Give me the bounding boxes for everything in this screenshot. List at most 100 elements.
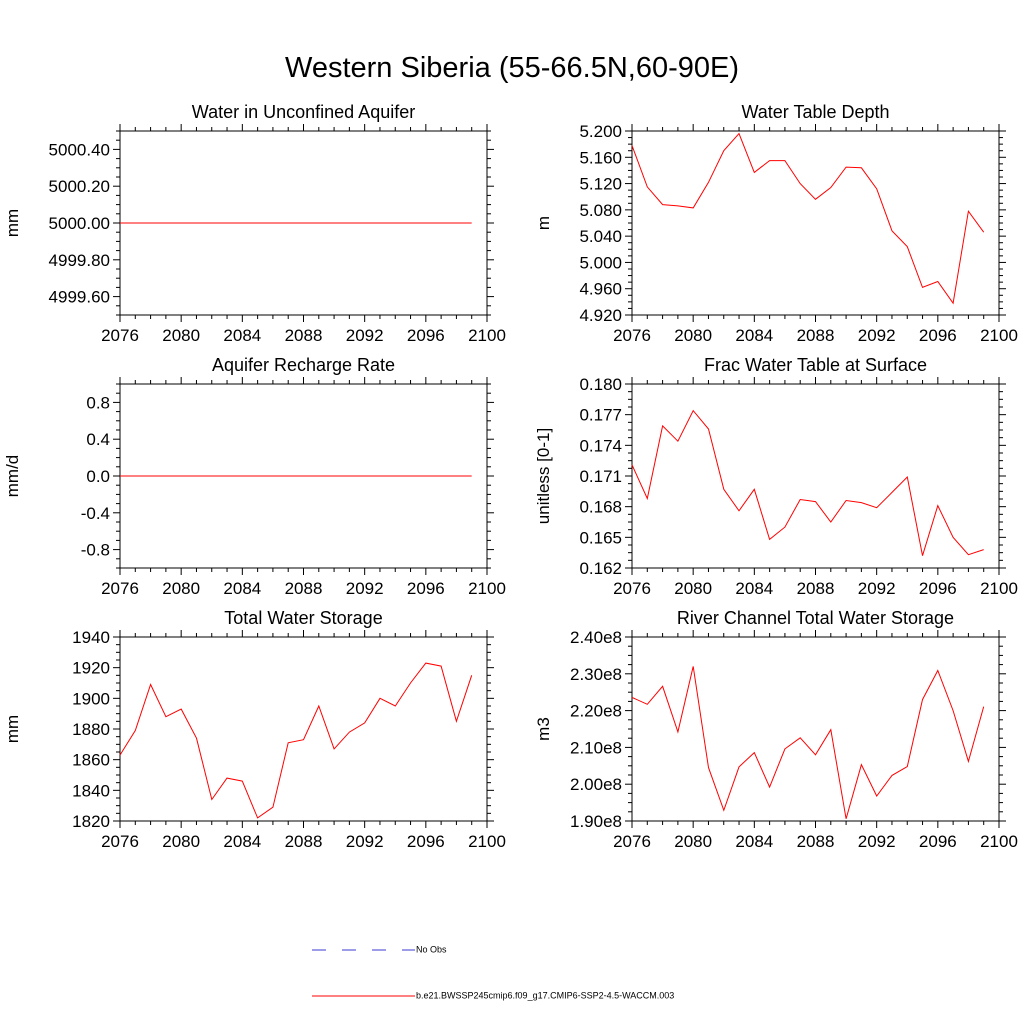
y-tick-label: 5.120 xyxy=(579,175,622,194)
x-tick-label: 2088 xyxy=(285,579,323,598)
y-tick-label: -0.8 xyxy=(81,541,110,560)
y-tick-label: 2.10e8 xyxy=(570,738,622,757)
y-tick-label: 4999.80 xyxy=(49,251,110,270)
x-tick-label: 2076 xyxy=(101,326,139,345)
y-tick-label: 0.165 xyxy=(579,528,622,547)
x-tick-label: 2100 xyxy=(468,579,506,598)
y-tick-label: 0.180 xyxy=(579,375,622,394)
x-tick-label: 2092 xyxy=(346,326,384,345)
x-tick-label: 2088 xyxy=(285,326,323,345)
y-tick-label: 0.162 xyxy=(579,559,622,578)
y-tick-label: 5.040 xyxy=(579,227,622,246)
panel-title: Frac Water Table at Surface xyxy=(704,355,927,375)
panel-title: River Channel Total Water Storage xyxy=(677,608,954,628)
y-tick-label: 0.171 xyxy=(579,467,622,486)
x-tick-label: 2080 xyxy=(162,579,200,598)
y-axis-label: mm xyxy=(3,209,22,237)
x-tick-label: 2080 xyxy=(674,579,712,598)
panel-title: Total Water Storage xyxy=(224,608,382,628)
x-tick-label: 2096 xyxy=(407,832,445,851)
legend-swatch-solid xyxy=(312,995,415,997)
y-tick-label: 1860 xyxy=(72,751,110,770)
y-tick-label: 1840 xyxy=(72,781,110,800)
figure-title: Western Siberia (55-66.5N,60-90E) xyxy=(284,52,740,84)
y-tick-label: 1920 xyxy=(72,659,110,678)
x-tick-label: 2076 xyxy=(101,832,139,851)
panel-title: Water Table Depth xyxy=(741,102,889,122)
x-tick-label: 2100 xyxy=(980,579,1018,598)
series-line xyxy=(631,132,985,305)
x-tick-label: 2088 xyxy=(797,326,835,345)
y-axis-label: mm xyxy=(3,715,22,743)
y-tick-label: 4.960 xyxy=(579,280,622,299)
legend-swatch-dashed xyxy=(312,949,415,951)
y-tick-label: 5000.20 xyxy=(49,177,110,196)
x-tick-label: 2096 xyxy=(919,579,957,598)
y-tick-label: 2.30e8 xyxy=(570,665,622,684)
y-tick-label: 0.0 xyxy=(86,467,110,486)
chart-panel-5: 2076 2080 2084 2088 2092 2096 2100 1820 1840 1860… xyxy=(3,608,506,851)
y-tick-label: 1900 xyxy=(72,689,110,708)
panel-title: Water in Unconfined Aquifer xyxy=(192,102,415,122)
y-tick-label: 0.174 xyxy=(579,436,622,455)
x-tick-label: 2084 xyxy=(735,832,773,851)
y-tick-label: 4.920 xyxy=(579,306,622,325)
chart-panel-1: 2076 2080 2084 2088 2092 2096 2100 4999.60 4999.… xyxy=(3,102,506,345)
legend-label-model: b.e21.BWSSP245cmip6.f09_g17.CMIP6-SSP2-4… xyxy=(416,990,675,1001)
x-tick-label: 2096 xyxy=(919,832,957,851)
x-tick-label: 2076 xyxy=(613,326,651,345)
x-tick-label: 2076 xyxy=(101,579,139,598)
y-axis-label: unitless [0-1] xyxy=(534,428,553,524)
y-axis-label: m3 xyxy=(534,717,553,741)
x-tick-label: 2092 xyxy=(346,832,384,851)
x-tick-label: 2100 xyxy=(468,326,506,345)
y-tick-label: 5000.40 xyxy=(49,140,110,159)
y-axis-label: m xyxy=(534,216,553,230)
series-line xyxy=(119,662,473,819)
plot-frame xyxy=(631,130,1000,316)
chart-panel-4: 2076 2080 2084 2088 2092 2096 2100 0.162 0.165 0.… xyxy=(534,355,1018,598)
x-tick-label: 2080 xyxy=(674,326,712,345)
y-tick-label: 1880 xyxy=(72,720,110,739)
x-tick-label: 2088 xyxy=(797,579,835,598)
legend-label-no-obs: No Obs xyxy=(416,944,447,955)
y-axis-label: mm/d xyxy=(3,455,22,498)
y-tick-label: 1.90e8 xyxy=(570,812,622,831)
y-tick-label: 0.4 xyxy=(86,430,110,449)
x-tick-label: 2084 xyxy=(735,579,773,598)
x-tick-label: 2092 xyxy=(346,579,384,598)
x-tick-label: 2084 xyxy=(223,579,261,598)
legend-item-no-obs: No Obs xyxy=(312,944,447,956)
plot-frame xyxy=(631,636,1000,822)
x-tick-label: 2096 xyxy=(407,579,445,598)
x-tick-label: 2100 xyxy=(468,832,506,851)
x-tick-label: 2100 xyxy=(980,326,1018,345)
y-tick-label: -0.4 xyxy=(81,504,110,523)
series-line xyxy=(631,409,984,556)
y-tick-label: 5.160 xyxy=(579,148,622,167)
x-tick-label: 2080 xyxy=(162,326,200,345)
chart-panel-6: 2076 2080 2084 2088 2092 2096 2100 1.90e8 2.00e8… xyxy=(534,608,1018,851)
panel-title: Aquifer Recharge Rate xyxy=(212,355,395,375)
series-line xyxy=(631,666,985,819)
x-tick-label: 2096 xyxy=(919,326,957,345)
plot-frame xyxy=(631,383,1000,569)
y-tick-label: 2.20e8 xyxy=(570,702,622,721)
x-tick-label: 2080 xyxy=(162,832,200,851)
x-tick-label: 2100 xyxy=(980,832,1018,851)
x-tick-label: 2084 xyxy=(223,832,261,851)
legend-item-model: b.e21.BWSSP245cmip6.f09_g17.CMIP6-SSP2-4… xyxy=(312,990,674,1002)
y-tick-label: 5.200 xyxy=(579,122,622,141)
x-tick-label: 2076 xyxy=(613,579,651,598)
y-tick-label: 0.168 xyxy=(579,498,622,517)
x-tick-label: 2092 xyxy=(858,579,896,598)
x-tick-label: 2084 xyxy=(223,326,261,345)
x-tick-label: 2096 xyxy=(407,326,445,345)
x-tick-label: 2084 xyxy=(735,326,773,345)
y-tick-label: 0.8 xyxy=(86,393,110,412)
y-tick-label: 5.080 xyxy=(579,201,622,220)
y-tick-label: 2.40e8 xyxy=(570,628,622,647)
x-tick-label: 2088 xyxy=(285,832,323,851)
y-tick-label: 1940 xyxy=(72,628,110,647)
